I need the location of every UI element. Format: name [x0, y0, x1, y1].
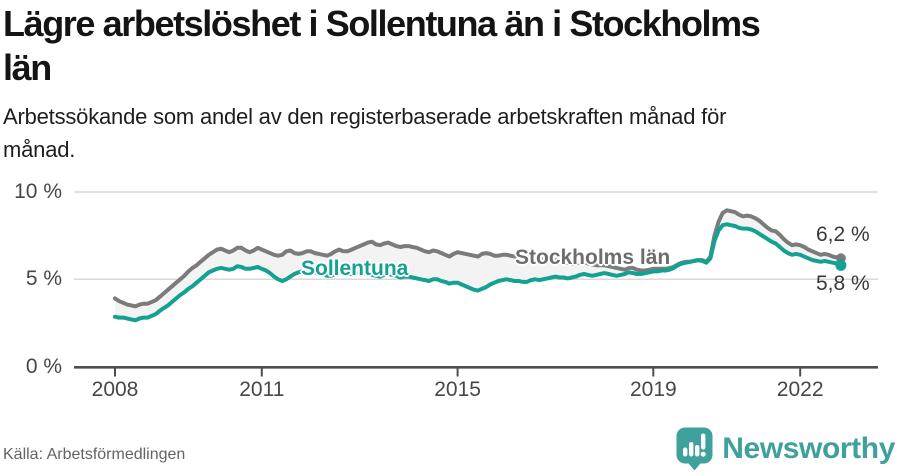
y-axis-label-10: 10 % — [14, 180, 62, 203]
x-axis-label-2008: 2008 — [91, 378, 139, 401]
chart-subtitle: Arbetssökande som andel av den registerb… — [3, 100, 726, 166]
chart-title-line-1: Lägre arbetslöshet i Sollentuna än i Sto… — [3, 3, 761, 44]
newsworthy-wordmark: Newsworthy — [722, 432, 895, 465]
end-value-label-sollentuna: 5,8 % — [816, 272, 870, 295]
line-stockholms-lan — [113, 208, 843, 309]
chart-title-line-2: län — [3, 47, 52, 88]
chart-subtitle-line-2: månad. — [3, 137, 76, 162]
chart-title: Lägre arbetslöshet i Sollentuna än i Sto… — [3, 2, 761, 90]
end-dot-sollentuna — [835, 259, 847, 271]
source-note: Källa: Arbetsförmedlingen — [3, 446, 186, 463]
end-value-label-stockholms-lan: 6,2 % — [816, 223, 870, 246]
newsworthy-brand-link[interactable]: Newsworthy — [676, 427, 895, 471]
series-label-stockholms-lan: Stockholms län — [515, 246, 671, 269]
x-axis-label-2022: 2022 — [776, 378, 824, 401]
chart-subtitle-line-1: Arbetssökande som andel av den registerb… — [3, 104, 727, 129]
band-between-series — [115, 210, 841, 321]
x-axis-label-2015: 2015 — [434, 378, 481, 401]
series-label-sollentuna: Sollentuna — [301, 257, 409, 280]
newsworthy-logo-icon — [676, 427, 713, 471]
line-sollentuna — [113, 222, 843, 323]
x-axis-label-2011: 2011 — [239, 378, 285, 401]
x-axis-label-2019: 2019 — [629, 378, 677, 401]
y-axis-label-0: 0 % — [25, 354, 62, 378]
y-axis-label-5: 5 % — [25, 267, 62, 291]
